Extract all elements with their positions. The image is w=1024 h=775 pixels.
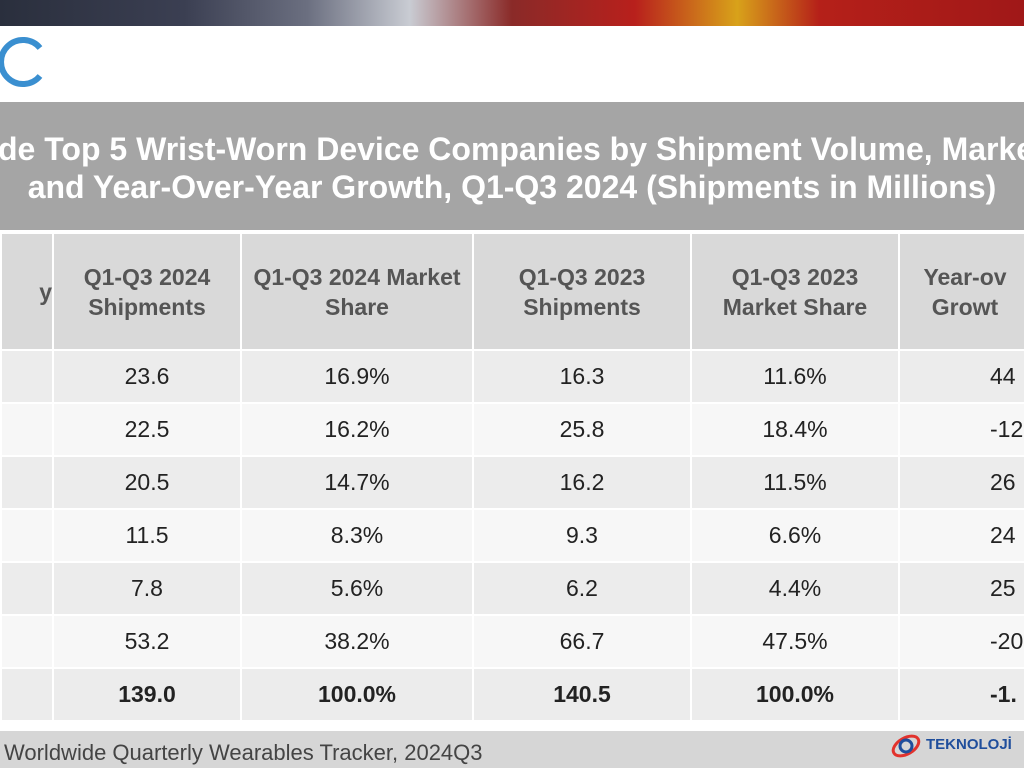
header-cell: Q1-Q3 2024 Shipments (52, 232, 242, 351)
table-cell: 16.3 (472, 349, 692, 404)
table-cell: 47.5% (690, 614, 900, 669)
title-line: and Year-Over-Year Growth, Q1-Q3 2024 (S… (27, 169, 997, 205)
table-cell: 22.5 (52, 402, 242, 457)
table-cell: 11.5% (690, 455, 900, 510)
data-table: y Q1-Q3 2024 Shipments Q1-Q3 2024 Market S… (0, 232, 1024, 722)
table-cell: 24 (898, 508, 1024, 563)
table-cell: 66.7 (472, 614, 692, 669)
header-row: y Q1-Q3 2024 Shipments Q1-Q3 2024 Market S… (0, 232, 1024, 351)
table-cell: 14.7% (240, 455, 474, 510)
table-body: y Q1-Q3 2024 Shipments Q1-Q3 2024 Market S… (0, 232, 1024, 722)
table-cell: 26 (898, 455, 1024, 510)
table-cell: 7.8 (52, 561, 242, 616)
watermark: TEKNOLOJİ (888, 728, 1024, 764)
company-cell (0, 667, 54, 722)
table-row: 53.2 38.2% 66.7 47.5% -20 (0, 614, 1024, 669)
table-cell: 38.2% (240, 614, 474, 669)
table-cell: 11.5 (52, 508, 242, 563)
logo (0, 37, 43, 87)
table-cell: 23.6 (52, 349, 242, 404)
company-cell (0, 614, 54, 669)
table-cell: 8.3% (240, 508, 474, 563)
title-line: de Top 5 Wrist-Worn Device Companies by … (0, 131, 1024, 167)
table-row: 22.5 16.2% 25.8 18.4% -12 (0, 402, 1024, 457)
watermark-text: TEKNOLOJİ (926, 736, 1012, 753)
title-band: de Top 5 Wrist-Worn Device Companies by … (0, 102, 1024, 230)
table-cell: 16.2% (240, 402, 474, 457)
table-row: 23.6 16.9% 16.3 11.6% 44 (0, 349, 1024, 404)
table-cell: 6.6% (690, 508, 900, 563)
table-cell: 139.0 (52, 667, 242, 722)
table-cell: 6.2 (472, 561, 692, 616)
table-row: 20.5 14.7% 16.2 11.5% 26 (0, 455, 1024, 510)
company-cell (0, 349, 54, 404)
table-cell: 100.0% (240, 667, 474, 722)
table-cell: 4.4% (690, 561, 900, 616)
table-cell: 25 (898, 561, 1024, 616)
table-cell: 140.5 (472, 667, 692, 722)
company-cell (0, 508, 54, 563)
table-cell: 11.6% (690, 349, 900, 404)
header-cell: Q1-Q3 2023 Market Share (690, 232, 900, 351)
source-note: Worldwide Quarterly Wearables Tracker, 2… (0, 731, 1024, 768)
table-cell: 44 (898, 349, 1024, 404)
table-cell: 100.0% (690, 667, 900, 722)
flag-banner (0, 0, 1024, 26)
table-cell: -12 (898, 402, 1024, 457)
header-cell: Q1-Q3 2023 Shipments (472, 232, 692, 351)
table-cell: -20 (898, 614, 1024, 669)
watermark-icon (891, 734, 921, 758)
header-cell: Year-ov Growt (898, 232, 1024, 351)
table-row: 11.5 8.3% 9.3 6.6% 24 (0, 508, 1024, 563)
table-cell: 25.8 (472, 402, 692, 457)
company-cell (0, 561, 54, 616)
company-cell (0, 455, 54, 510)
header-cell: y (0, 232, 54, 351)
table-row: 7.8 5.6% 6.2 4.4% 25 (0, 561, 1024, 616)
table-cell: 16.2 (472, 455, 692, 510)
table-cell: 18.4% (690, 402, 900, 457)
table-cell: 9.3 (472, 508, 692, 563)
table-cell: 53.2 (52, 614, 242, 669)
table-row: 139.0 100.0% 140.5 100.0% -1. (0, 667, 1024, 722)
table-cell: 16.9% (240, 349, 474, 404)
table-cell: 5.6% (240, 561, 474, 616)
header-cell: Q1-Q3 2024 Market Share (240, 232, 474, 351)
table-cell: 20.5 (52, 455, 242, 510)
table-cell: -1. (898, 667, 1024, 722)
company-cell (0, 402, 54, 457)
